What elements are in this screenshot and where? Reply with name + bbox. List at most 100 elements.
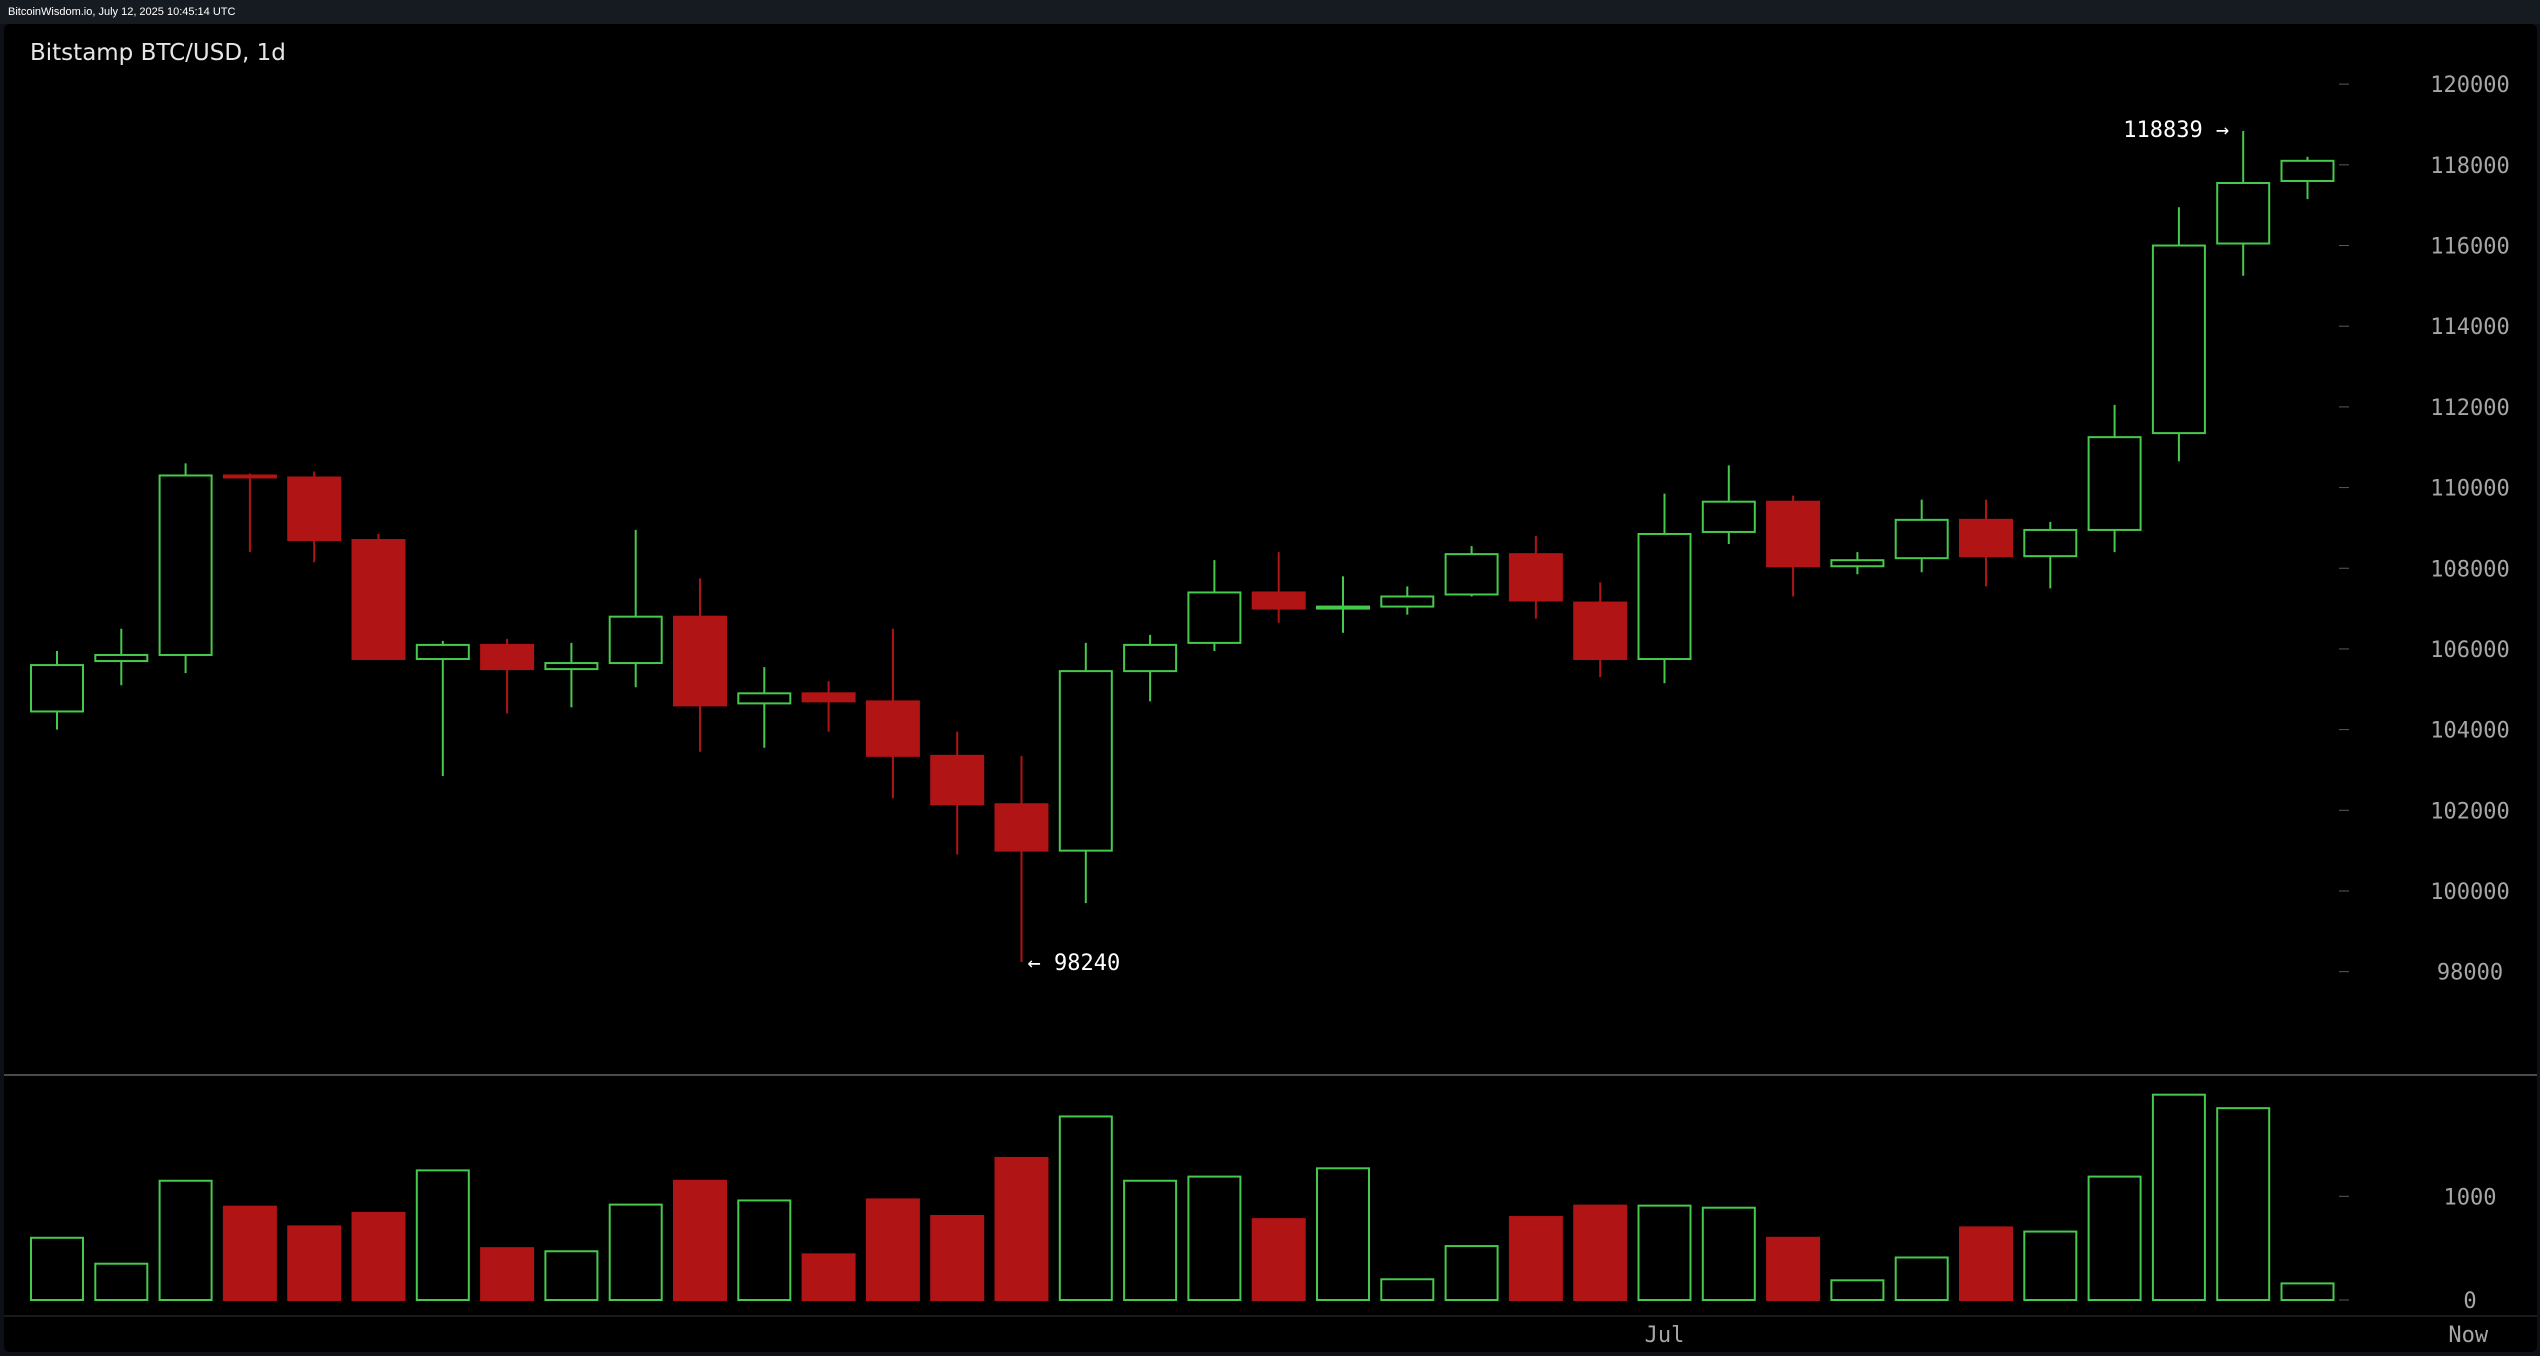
candle-body	[222, 474, 277, 479]
candle-body	[994, 803, 1049, 852]
volume-bar	[1316, 1167, 1370, 1302]
candle-body	[2087, 436, 2142, 531]
candle-body	[1766, 500, 1821, 568]
volume-bar	[480, 1247, 535, 1302]
candle-body	[1894, 518, 1949, 560]
candle-body	[801, 692, 856, 703]
volume-bar	[1444, 1245, 1499, 1302]
candle-body	[1959, 518, 2013, 558]
candle-body	[1123, 643, 1178, 673]
candle-body	[2280, 159, 2335, 182]
price-tick-label: 106000	[2430, 638, 2509, 663]
candle-body	[737, 692, 792, 705]
screenshot-caption-bar: BitcoinWisdom.io, July 12, 2025 10:45:14…	[0, 0, 2540, 24]
candle	[2023, 521, 2078, 589]
volume-bar	[994, 1156, 1049, 1302]
candle-body	[158, 474, 213, 656]
candle	[1508, 535, 1563, 619]
candle-body	[544, 662, 599, 671]
candle-body	[1316, 605, 1370, 610]
volume-bar	[865, 1198, 920, 1302]
volume-bar	[2087, 1175, 2142, 1302]
volume-bar	[673, 1179, 727, 1301]
candle	[608, 529, 663, 688]
candle	[415, 640, 470, 777]
candlestick-chart[interactable]: Bitstamp BTC/USD, 1d 98000 100000 102000 10…	[4, 24, 2537, 1352]
volume-bar	[158, 1179, 213, 1301]
price-tick-label: 114000	[2430, 315, 2509, 340]
volume-bar	[2151, 1093, 2206, 1301]
candle-body	[1058, 670, 1113, 852]
candle-series	[30, 131, 2335, 962]
volume-bar	[1573, 1204, 1628, 1302]
candle-body	[608, 615, 663, 665]
price-tick-label: 108000	[2430, 557, 2509, 582]
volume-bar	[287, 1225, 342, 1302]
volume-bar	[1058, 1115, 1113, 1302]
candle-body	[415, 643, 470, 661]
volume-bar	[30, 1236, 84, 1302]
price-tick-label: 98000	[2437, 961, 2503, 986]
time-axis-label: Now	[2448, 1323, 2488, 1348]
price-tick-label: 102000	[2430, 799, 2509, 824]
candle-body	[1573, 601, 1628, 661]
candle	[930, 731, 985, 855]
volume-bar	[1830, 1279, 1885, 1301]
volume-bar	[1251, 1218, 1306, 1302]
chart-title: Bitstamp BTC/USD, 1d	[30, 40, 286, 66]
candle	[1123, 634, 1178, 702]
candle-body	[930, 754, 985, 806]
candle	[2216, 131, 2271, 276]
volume-bar	[1123, 1179, 1178, 1301]
candle	[158, 463, 213, 674]
volume-bar	[544, 1250, 599, 1301]
price-tick-label: 116000	[2430, 235, 2509, 260]
volume-bar	[1508, 1216, 1563, 1302]
candle-body	[30, 664, 84, 713]
candle	[1959, 499, 2013, 587]
candle	[480, 638, 535, 714]
volume-bar	[94, 1262, 149, 1301]
candle-body	[2151, 244, 2206, 435]
candle	[544, 642, 599, 708]
candle-body	[1701, 500, 1756, 533]
volume-bar	[415, 1169, 470, 1301]
chart-frame[interactable]: Bitstamp BTC/USD, 1d 98000 100000 102000 10…	[4, 24, 2537, 1352]
volume-axis: 0 1000	[2339, 1185, 2496, 1314]
candle	[673, 578, 727, 752]
price-tick-label: 104000	[2430, 719, 2509, 744]
candle	[1444, 546, 1499, 597]
candle	[1251, 552, 1306, 623]
candle-body	[673, 615, 727, 707]
candle	[1058, 642, 1113, 904]
candle	[865, 628, 920, 799]
candle	[1316, 576, 1370, 633]
candle	[94, 628, 149, 686]
candle-body	[1508, 553, 1563, 602]
price-tick-label: 100000	[2430, 880, 2509, 905]
candle	[737, 667, 792, 748]
candle	[994, 755, 1049, 962]
candle	[222, 473, 277, 553]
volume-bar	[2280, 1282, 2335, 1301]
candle	[801, 681, 856, 732]
candle	[1637, 493, 1692, 684]
volume-bar	[2216, 1107, 2271, 1302]
volume-tick-label: 1000	[2444, 1185, 2497, 1210]
candle-body	[287, 476, 342, 542]
volume-bar	[1766, 1236, 1821, 1302]
candle	[2280, 156, 2335, 200]
volume-series	[30, 1093, 2335, 1302]
volume-bar	[351, 1211, 406, 1301]
price-tick-label: 112000	[2430, 396, 2509, 421]
screenshot-caption: BitcoinWisdom.io, July 12, 2025 10:45:14…	[8, 6, 236, 18]
candle-body	[1444, 553, 1499, 596]
price-tick-label: 110000	[2430, 477, 2509, 502]
candle-body	[1637, 532, 1692, 661]
volume-bar	[222, 1205, 277, 1302]
price-tick-label: 120000	[2430, 73, 2509, 98]
low-price-label: ← 98240	[1028, 951, 1121, 976]
candle	[1573, 582, 1628, 678]
candle-body	[2023, 528, 2078, 558]
candle-body	[94, 653, 149, 663]
